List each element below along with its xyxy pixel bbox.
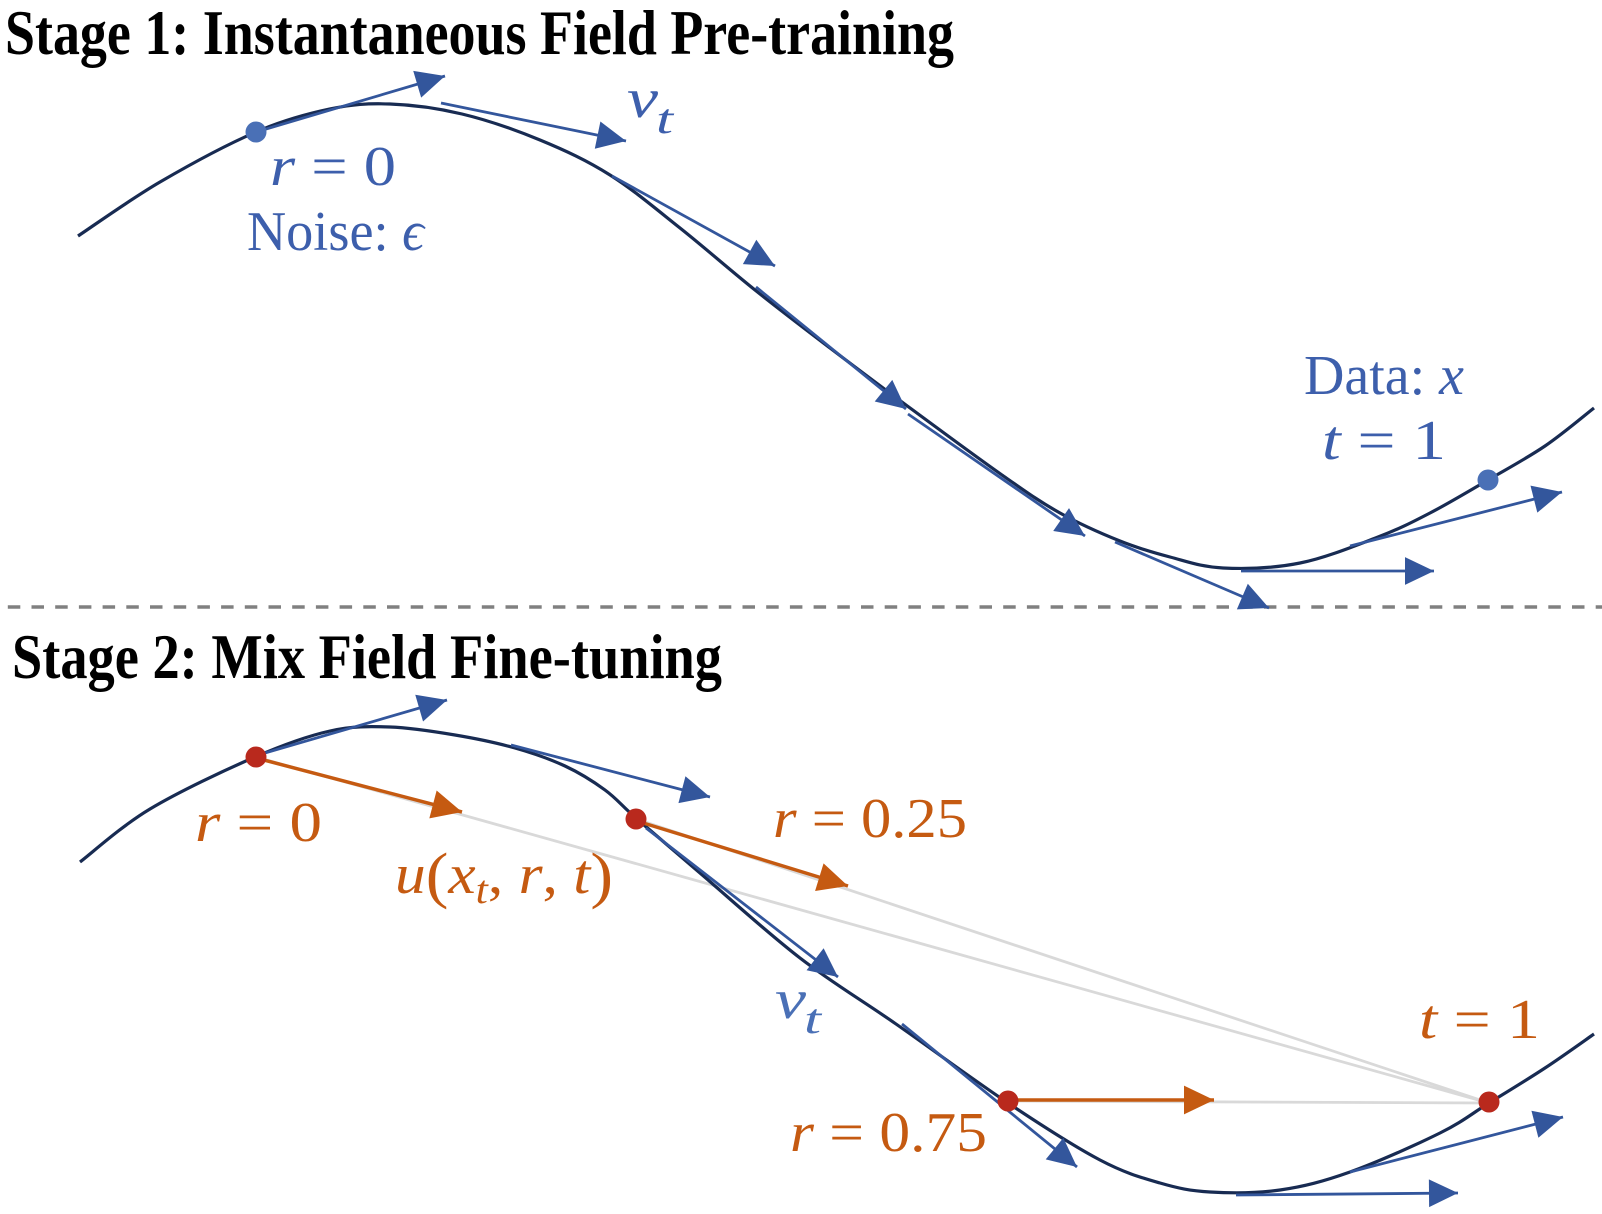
svg-text:Stage 1: Instantaneous Field P: Stage 1: Instantaneous Field Pre-trainin… bbox=[5, 0, 954, 68]
svg-text:t = 1: t = 1 bbox=[1322, 410, 1446, 472]
svg-text:t: t bbox=[656, 97, 675, 143]
svg-text:r = 0.25: r = 0.25 bbox=[773, 788, 967, 850]
svg-text:t = 1: t = 1 bbox=[1419, 989, 1540, 1051]
svg-text:Stage 2: Mix Field Fine-tuning: Stage 2: Mix Field Fine-tuning bbox=[12, 621, 722, 692]
svg-text:Noise: ϵ: Noise: ϵ bbox=[247, 201, 426, 263]
svg-text:u(xt, r, t): u(xt, r, t) bbox=[395, 842, 613, 912]
svg-text:Data: x: Data: x bbox=[1304, 345, 1464, 407]
svg-text:r = 0: r = 0 bbox=[270, 136, 396, 198]
svg-text:v: v bbox=[627, 68, 658, 130]
svg-text:r = 0: r = 0 bbox=[195, 792, 322, 854]
svg-text:v: v bbox=[775, 969, 806, 1031]
svg-text:r = 0.75: r = 0.75 bbox=[790, 1102, 987, 1164]
svg-text:t: t bbox=[804, 997, 823, 1043]
